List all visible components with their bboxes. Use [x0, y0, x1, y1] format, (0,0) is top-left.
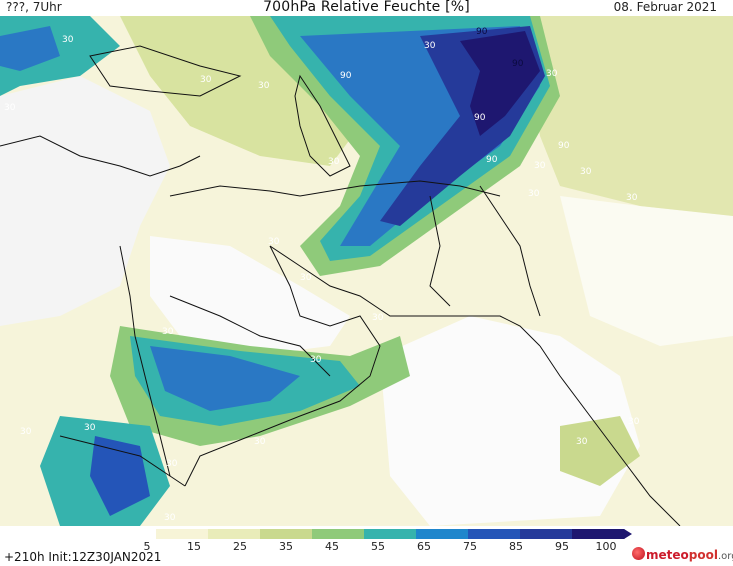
colorbar-tick-label: 65: [417, 540, 431, 553]
border-saudi: [169, 295, 331, 377]
contour-label: 30: [300, 273, 312, 283]
contour-label: 30: [20, 427, 32, 437]
band-darkest-north: [460, 31, 540, 136]
contour-label: 30: [62, 35, 74, 45]
coastline-persian-gulf: [269, 245, 541, 347]
contour-label: 30: [84, 423, 96, 433]
border-horn-africa: [59, 435, 171, 477]
colorbar-labels: 5 15 25 35 45 55 65 75 85 95 100: [0, 540, 733, 556]
colorbar-tick-label: 75: [463, 540, 477, 553]
colorbar-cell: [260, 529, 313, 539]
contour-label: 30: [424, 41, 436, 51]
coastline-caspian: [294, 74, 351, 177]
colorbar-cell: [156, 529, 209, 539]
colorbar-tick-label: 25: [233, 540, 247, 553]
contour-label: 30: [576, 437, 588, 447]
band-blue-south: [150, 346, 300, 411]
coastline-india: [539, 345, 681, 526]
colorbar-tick-label: 45: [325, 540, 339, 553]
colorbar-cell: [364, 529, 417, 539]
colorbar-cell: [520, 529, 573, 539]
moist-zone-east: [520, 16, 733, 216]
dry-zone-west: [0, 76, 170, 326]
colorbar-end-arrow: [624, 529, 632, 539]
run-info: +210h Init:12Z30JAN2021: [4, 550, 162, 564]
contour-label: 30: [268, 237, 280, 247]
contour-label: 30: [580, 167, 592, 177]
valid-date-label: 08. Februar 2021: [613, 0, 717, 14]
contour-label: 90: [476, 27, 488, 37]
meteopool-logo[interactable]: meteopool.org: [632, 545, 733, 565]
contour-label: 30: [528, 189, 540, 199]
band-blue-west: [0, 26, 60, 71]
logo-text-part: pool: [688, 548, 718, 562]
humidity-map: 90 90 90 90 90 90 30 30 30 30 30 30 30 3…: [0, 16, 733, 526]
contour-label: 30: [254, 437, 266, 447]
contour-label: 90: [512, 59, 524, 69]
colorbar-tick-label: 35: [279, 540, 293, 553]
border-iran-east: [429, 195, 451, 307]
meteopool-logo-icon: [632, 547, 645, 560]
contour-label: 30: [164, 513, 176, 523]
colorbar-cell: [208, 529, 261, 539]
contour-label: 90: [474, 113, 486, 123]
colorbar-tick-label: 85: [509, 540, 523, 553]
dry-zone-east: [560, 196, 733, 346]
colorbar-tick-label: 55: [371, 540, 385, 553]
colorbar-cell: [312, 529, 365, 539]
contour-label: 30: [546, 69, 558, 79]
contour-label: 30: [628, 417, 640, 427]
border-pakistan: [479, 185, 541, 317]
contour-label: 90: [340, 71, 352, 81]
dry-zone-arabia: [150, 236, 350, 356]
border-middle-east: [169, 180, 501, 197]
contour-label: 90: [558, 141, 570, 151]
colorbar-tick-label: 15: [187, 540, 201, 553]
contour-label: 30: [166, 459, 178, 469]
valid-day-label: ???, 7Uhr: [6, 0, 62, 14]
map-title: 700hPa Relative Feuchte [%]: [263, 0, 470, 15]
colorbar-cell: [572, 529, 625, 539]
contour-label: 30: [328, 157, 340, 167]
colorbar-cell: [416, 529, 469, 539]
band-green-east: [560, 416, 640, 486]
contour-label: 30: [162, 327, 174, 337]
colorbar-cell: [104, 529, 157, 539]
header-bar: ???, 7Uhr 700hPa Relative Feuchte [%] 08…: [0, 0, 733, 16]
logo-text-part: meteo: [646, 548, 689, 562]
band-blue-southwest: [90, 436, 150, 516]
colorbar-cell: [468, 529, 521, 539]
coastlines: [0, 45, 681, 526]
contour-label: 30: [200, 75, 212, 85]
colorbar-tick-label: 100: [595, 540, 617, 553]
contour-label: 30: [534, 161, 546, 171]
coastline-black-sea: [89, 45, 242, 97]
contour-label: 30: [626, 193, 638, 203]
meteopool-logo-text: meteopool.org: [646, 548, 733, 562]
colorbar: [104, 529, 632, 539]
contour-label: 30: [372, 313, 384, 323]
map-canvas: 90 90 90 90 90 90 30 30 30 30 30 30 30 3…: [0, 16, 733, 526]
contour-label: 30: [310, 355, 322, 365]
contour-labels: 90 90 90 90 90 90 30 30 30 30 30 30 30 3…: [4, 27, 640, 523]
colorbar-tick-label: 95: [555, 540, 569, 553]
contour-label: 30: [258, 81, 270, 91]
contour-label: 30: [4, 103, 16, 113]
logo-text-part: .org: [717, 551, 733, 562]
contour-label: 90: [486, 155, 498, 165]
colorbar-tick-label: 5: [143, 540, 151, 553]
coastline-mediterranean: [0, 135, 201, 177]
coastline-arabia-east: [184, 245, 381, 487]
